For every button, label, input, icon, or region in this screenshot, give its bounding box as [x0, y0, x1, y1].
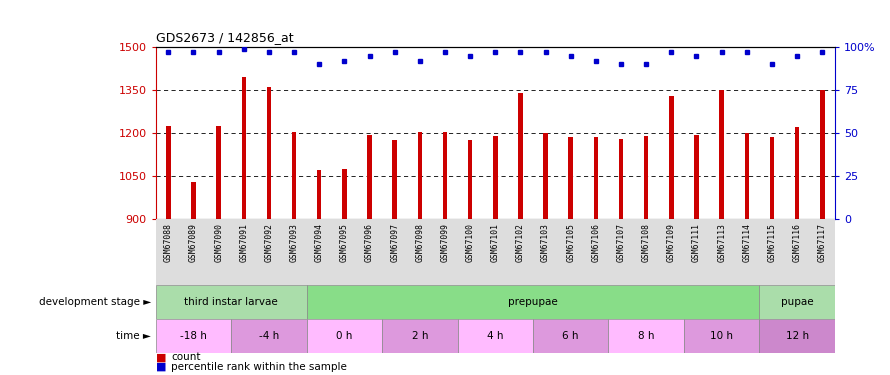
Text: percentile rank within the sample: percentile rank within the sample: [171, 362, 347, 372]
Text: ■: ■: [156, 362, 166, 372]
Text: GSM67107: GSM67107: [617, 223, 626, 262]
Text: GSM67116: GSM67116: [793, 223, 802, 262]
Text: GSM67101: GSM67101: [490, 223, 500, 262]
Bar: [166, 126, 171, 219]
Text: GSM67095: GSM67095: [340, 223, 349, 262]
Bar: [241, 77, 246, 219]
Text: count: count: [171, 352, 200, 362]
Text: GSM67115: GSM67115: [767, 223, 776, 262]
Bar: [533, 319, 609, 352]
Bar: [442, 132, 448, 219]
Text: GSM67102: GSM67102: [516, 223, 525, 262]
Text: -4 h: -4 h: [259, 331, 279, 340]
Bar: [543, 133, 548, 219]
Text: GSM67111: GSM67111: [692, 223, 701, 262]
Text: 4 h: 4 h: [487, 331, 504, 340]
Bar: [669, 96, 674, 219]
Bar: [457, 319, 533, 352]
Text: GSM67088: GSM67088: [164, 223, 173, 262]
Text: 6 h: 6 h: [562, 331, 579, 340]
Text: GSM67113: GSM67113: [717, 223, 726, 262]
Bar: [694, 135, 699, 219]
Text: 10 h: 10 h: [710, 331, 733, 340]
Text: GSM67097: GSM67097: [390, 223, 400, 262]
Text: GSM67114: GSM67114: [742, 223, 751, 262]
Bar: [609, 319, 684, 352]
Bar: [759, 319, 835, 352]
Text: GSM67096: GSM67096: [365, 223, 374, 262]
Text: pupae: pupae: [781, 297, 813, 307]
Bar: [795, 128, 799, 219]
Bar: [684, 319, 759, 352]
Bar: [719, 90, 724, 219]
Text: GSM67103: GSM67103: [541, 223, 550, 262]
Text: GDS2673 / 142856_at: GDS2673 / 142856_at: [156, 32, 294, 44]
Bar: [307, 285, 759, 319]
Bar: [216, 126, 221, 219]
Bar: [745, 133, 749, 219]
Text: ■: ■: [156, 352, 166, 362]
Bar: [292, 132, 296, 219]
Bar: [368, 135, 372, 219]
Bar: [820, 90, 824, 219]
Text: GSM67091: GSM67091: [239, 223, 248, 262]
Text: -18 h: -18 h: [180, 331, 206, 340]
Bar: [770, 137, 774, 219]
Bar: [417, 132, 422, 219]
Bar: [317, 171, 321, 219]
Bar: [231, 319, 307, 352]
Text: 12 h: 12 h: [786, 331, 809, 340]
Bar: [468, 140, 473, 219]
Text: GSM67093: GSM67093: [289, 223, 298, 262]
Text: development stage ►: development stage ►: [39, 297, 151, 307]
Text: GSM67100: GSM67100: [465, 223, 474, 262]
Bar: [392, 140, 397, 219]
Bar: [342, 169, 346, 219]
Bar: [156, 285, 307, 319]
Text: GSM67099: GSM67099: [441, 223, 449, 262]
Text: GSM67105: GSM67105: [566, 223, 575, 262]
Text: 0 h: 0 h: [336, 331, 352, 340]
Text: GSM67117: GSM67117: [818, 223, 827, 262]
Bar: [156, 319, 231, 352]
Bar: [191, 182, 196, 219]
Text: GSM67108: GSM67108: [642, 223, 651, 262]
Bar: [382, 319, 457, 352]
Text: time ►: time ►: [117, 331, 151, 340]
Text: prepupae: prepupae: [508, 297, 558, 307]
Bar: [307, 319, 382, 352]
Text: third instar larvae: third instar larvae: [184, 297, 278, 307]
Bar: [493, 136, 498, 219]
Text: GSM67106: GSM67106: [591, 223, 601, 262]
Bar: [594, 137, 598, 219]
Text: GSM67092: GSM67092: [264, 223, 273, 262]
Bar: [759, 285, 835, 319]
Text: 8 h: 8 h: [638, 331, 654, 340]
Bar: [644, 136, 649, 219]
Text: GSM67098: GSM67098: [416, 223, 425, 262]
Bar: [569, 137, 573, 219]
Text: GSM67094: GSM67094: [315, 223, 324, 262]
Bar: [518, 93, 522, 219]
Bar: [267, 87, 271, 219]
Text: GSM67089: GSM67089: [189, 223, 198, 262]
Text: GSM67109: GSM67109: [667, 223, 676, 262]
Text: 2 h: 2 h: [411, 331, 428, 340]
Bar: [619, 139, 623, 219]
Text: GSM67090: GSM67090: [214, 223, 223, 262]
